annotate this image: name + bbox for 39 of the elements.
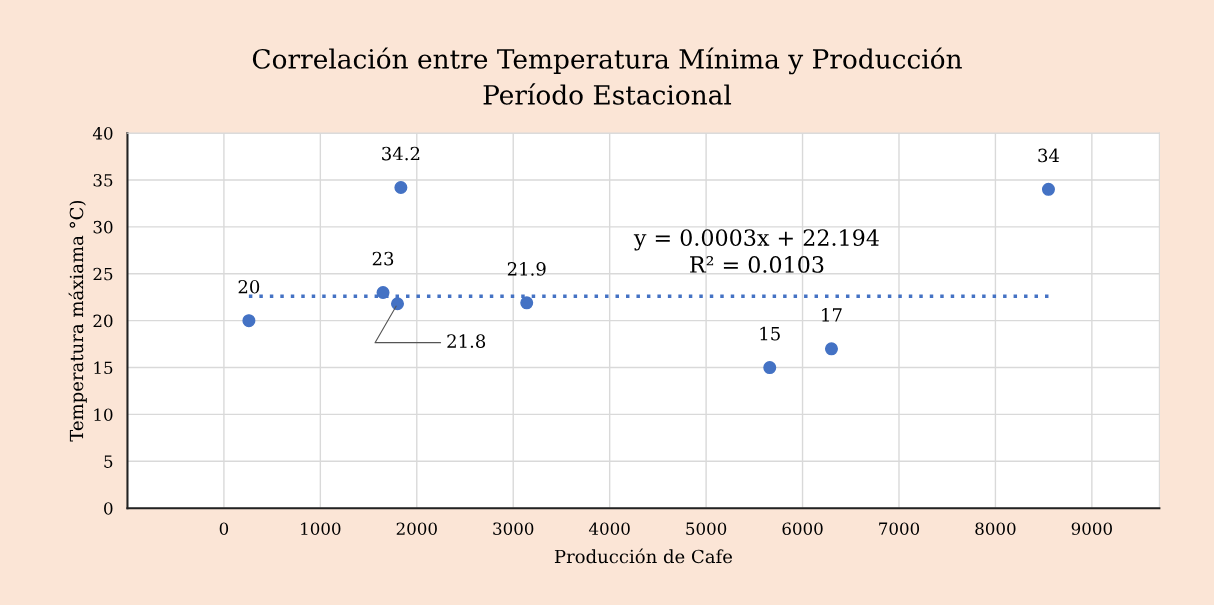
data-label: 34 (1038, 148, 1060, 163)
y-axis-title: Temperatura máxiama °C) (68, 200, 87, 442)
y-tick-label: 35 (93, 173, 113, 187)
y-tick-label: 30 (93, 220, 113, 234)
x-tick-label: 1000 (301, 522, 341, 535)
x-tick-label: 2000 (396, 522, 437, 535)
y-tick-label: 40 (92, 127, 113, 140)
data-label: 21.8 (447, 334, 486, 348)
x-tick-label: 5000 (686, 522, 727, 535)
x-tick-label: 6000 (782, 522, 823, 535)
x-tick-label: 0 (219, 522, 229, 535)
x-tick-label: 3000 (493, 522, 534, 535)
data-label: 34.2 (382, 146, 420, 161)
point (394, 180, 408, 194)
point (520, 296, 534, 310)
x-tick-label: 4000 (588, 522, 630, 535)
x-tick-label: 9000 (1071, 522, 1112, 535)
data-label: 15 (760, 326, 780, 341)
point (763, 361, 777, 375)
y-tick-label: 20 (93, 314, 113, 328)
y-tick-label: 5 (104, 455, 113, 468)
point (390, 297, 405, 311)
y-tick-label: 25 (93, 267, 113, 281)
y-tick-label: 0 (104, 502, 113, 515)
point (376, 286, 390, 300)
y-tick-label: 15 (94, 361, 113, 375)
data-label: 17 (822, 308, 842, 322)
data-label: 20 (238, 279, 260, 294)
chart-title: Correlación entre Temperatura Mínima y Producción Período Estacional (252, 47, 962, 105)
x-axis-title: Producción de Cafe (554, 548, 733, 564)
point (1041, 182, 1055, 196)
x-tick-label: 7000 (879, 522, 920, 535)
point (824, 342, 838, 356)
annotation: y = 0.0003x + 22.194 R² = 0.0103 (633, 229, 879, 273)
point (242, 314, 256, 328)
data-label: 23 (372, 251, 394, 266)
y-tick-label: 10 (94, 408, 113, 421)
data-label: 21.9 (507, 262, 546, 276)
x-tick-label: 8000 (975, 522, 1016, 535)
